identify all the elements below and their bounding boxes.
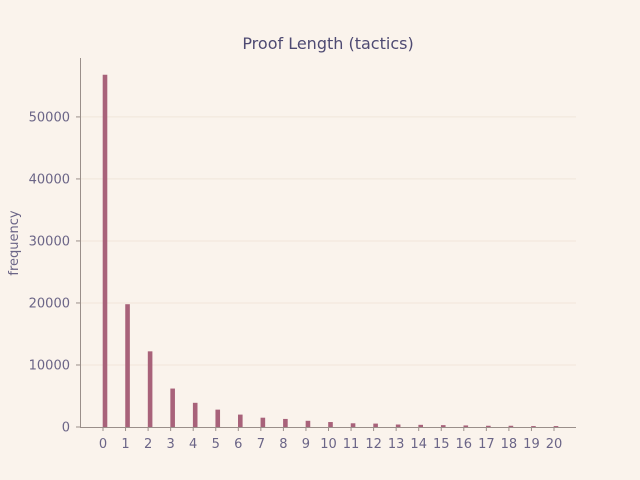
y-tick-label: 30000 bbox=[29, 234, 70, 249]
x-tick-label: 10 bbox=[320, 437, 337, 452]
bar bbox=[553, 426, 559, 427]
x-tick-label: 6 bbox=[234, 437, 242, 452]
x-tick-label: 4 bbox=[189, 437, 197, 452]
bar bbox=[440, 425, 446, 427]
x-tick-label: 8 bbox=[279, 437, 287, 452]
bar bbox=[508, 425, 514, 427]
x-tick-label: 16 bbox=[456, 437, 473, 452]
bar bbox=[260, 417, 266, 427]
chart-title: Proof Length (tactics) bbox=[242, 34, 413, 53]
bar bbox=[192, 402, 198, 427]
bar bbox=[328, 422, 333, 427]
bars bbox=[102, 74, 559, 427]
y-tick-label: 10000 bbox=[29, 358, 70, 373]
bar bbox=[238, 414, 243, 427]
grid-lines bbox=[80, 116, 576, 366]
x-tick-label: 20 bbox=[546, 437, 563, 452]
x-tick-label: 0 bbox=[99, 437, 107, 452]
x-tick-label: 14 bbox=[410, 437, 427, 452]
x-tick-label: 9 bbox=[302, 437, 310, 452]
bar bbox=[170, 388, 175, 427]
x-tick-label: 17 bbox=[478, 437, 495, 452]
x-tick-label: 19 bbox=[523, 437, 540, 452]
y-tick-label: 20000 bbox=[29, 296, 70, 311]
bar bbox=[305, 420, 311, 427]
bar bbox=[125, 304, 130, 427]
bar bbox=[373, 423, 378, 427]
bar bbox=[463, 425, 469, 427]
y-tick-label: 0 bbox=[62, 421, 70, 436]
bar bbox=[102, 74, 108, 427]
axes bbox=[80, 58, 576, 428]
y-tick-label: 50000 bbox=[29, 110, 70, 125]
x-tick-label: 1 bbox=[121, 437, 129, 452]
bar bbox=[395, 424, 401, 427]
x-tick-label: 5 bbox=[212, 437, 220, 452]
bar bbox=[531, 426, 536, 427]
x-tick-label: 2 bbox=[144, 437, 152, 452]
x-tick-label: 12 bbox=[365, 437, 382, 452]
bar bbox=[283, 418, 288, 427]
y-axis-label: frequency bbox=[7, 210, 22, 276]
bar bbox=[418, 424, 423, 427]
y-tick-label: 40000 bbox=[29, 172, 70, 187]
x-tick-label: 11 bbox=[343, 437, 360, 452]
x-tick-label: 7 bbox=[257, 437, 265, 452]
x-tick-label: 13 bbox=[388, 437, 405, 452]
bar bbox=[215, 409, 221, 427]
x-tick-label: 15 bbox=[433, 437, 450, 452]
bar bbox=[350, 423, 356, 427]
x-tick-label: 3 bbox=[167, 437, 175, 452]
bar bbox=[147, 351, 153, 427]
x-tick-label: 18 bbox=[501, 437, 518, 452]
bar bbox=[486, 425, 491, 427]
